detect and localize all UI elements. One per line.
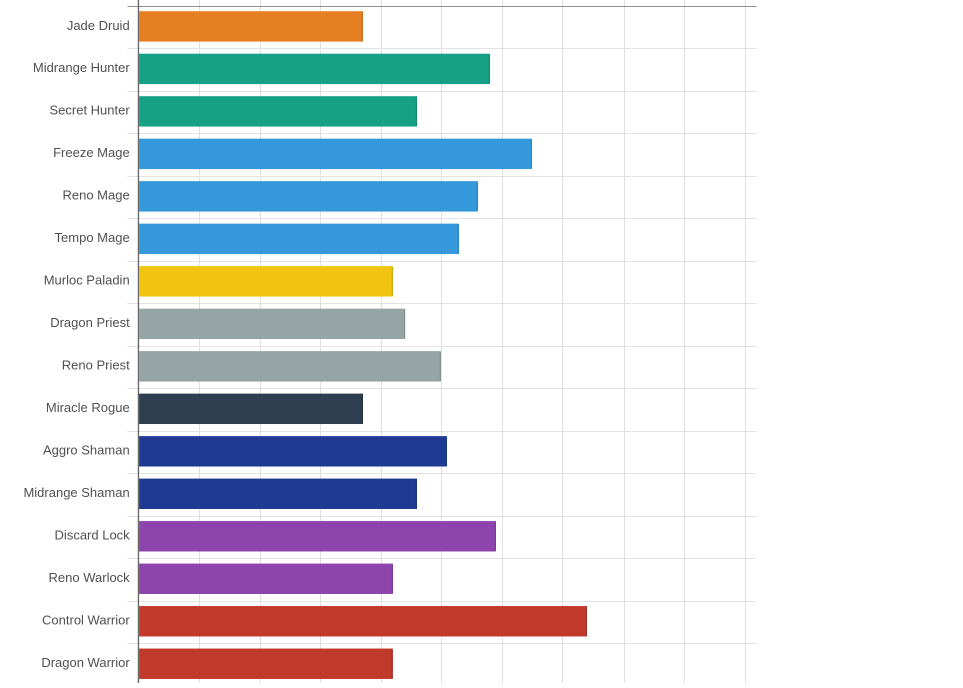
svg-text:Discard Lock: Discard Lock xyxy=(55,528,131,543)
svg-text:Secret Hunter: Secret Hunter xyxy=(49,103,130,118)
svg-text:Midrange Shaman: Midrange Shaman xyxy=(23,485,129,500)
svg-text:Tempo Mage: Tempo Mage xyxy=(55,230,130,245)
svg-text:Control Warrior: Control Warrior xyxy=(42,613,130,628)
svg-text:Jade Druid: Jade Druid xyxy=(67,18,130,33)
svg-text:Freeze Mage: Freeze Mage xyxy=(53,145,130,160)
svg-text:Reno Mage: Reno Mage xyxy=(62,188,129,203)
svg-text:Reno Priest: Reno Priest xyxy=(62,358,130,373)
svg-text:Reno Warlock: Reno Warlock xyxy=(49,570,131,585)
svg-text:Midrange Hunter: Midrange Hunter xyxy=(33,60,130,75)
svg-text:Murloc Paladin: Murloc Paladin xyxy=(44,273,130,288)
svg-text:Miracle Rogue: Miracle Rogue xyxy=(46,400,130,415)
svg-text:Dragon Warrior: Dragon Warrior xyxy=(41,655,130,670)
svg-text:Aggro Shaman: Aggro Shaman xyxy=(43,443,130,458)
svg-text:Dragon Priest: Dragon Priest xyxy=(50,315,130,330)
